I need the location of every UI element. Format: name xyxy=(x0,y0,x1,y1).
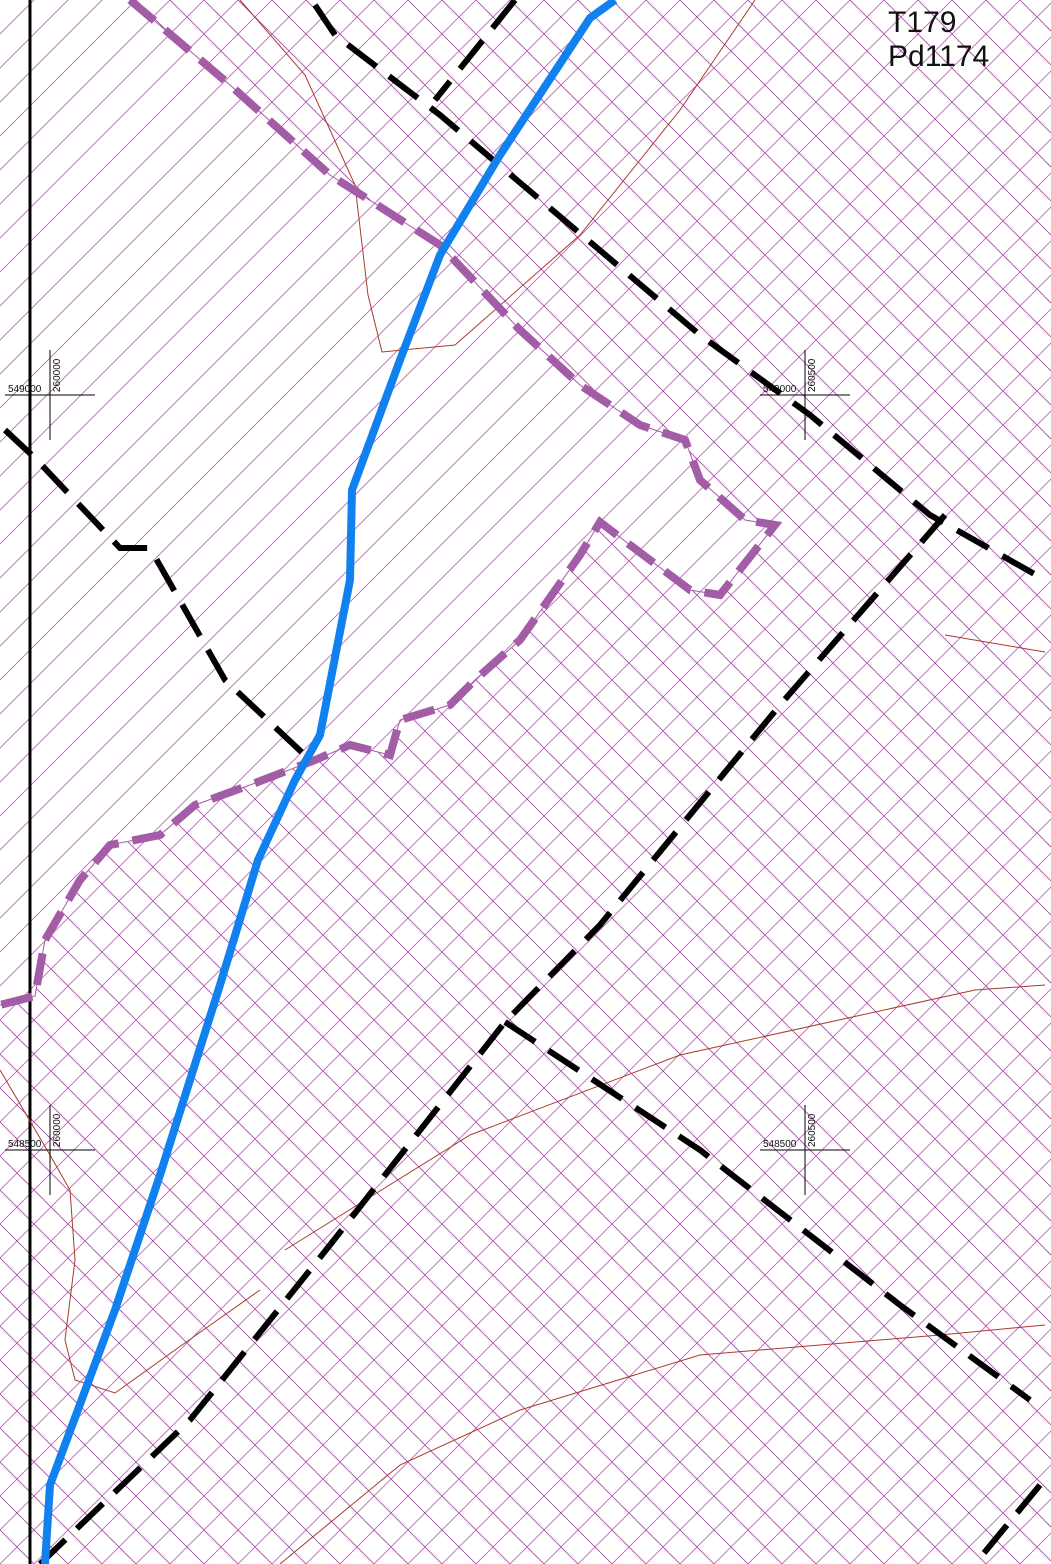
grid-tick-northing: 260500 xyxy=(807,1113,818,1147)
zone-boundary xyxy=(0,0,783,1009)
parcel-boundary-line xyxy=(503,1019,1032,1403)
parcel-boundary-line xyxy=(972,1483,1043,1564)
grid-tick-easting: 549000 xyxy=(8,384,42,395)
contour-line xyxy=(279,1324,1046,1564)
sheet-label-line-1: T179 xyxy=(888,6,957,39)
parcel-boundary-line xyxy=(37,513,948,1564)
grid-tick: 549000 260500 xyxy=(760,350,850,440)
parcel-boundary-line xyxy=(2,427,313,763)
grid-tick-northing: 260000 xyxy=(52,358,63,392)
grid-tick-easting: 548500 xyxy=(8,1139,42,1150)
grid-ticks: 549000 260000 549000 260500 548500 26000… xyxy=(5,350,850,1195)
grid-tick-northing: 260000 xyxy=(52,1113,63,1147)
sheet-label-line-2: Pd1174 xyxy=(888,40,990,73)
grid-tick-easting: 549000 xyxy=(763,384,797,395)
grid-tick-northing: 260500 xyxy=(807,358,818,392)
contour-line xyxy=(944,634,1046,653)
zone-boundary-centerline xyxy=(0,0,776,1006)
contour-line xyxy=(239,0,756,353)
stream-line xyxy=(41,0,618,1564)
contour-line xyxy=(0,1069,261,1394)
grid-tick: 548500 260500 xyxy=(760,1105,850,1195)
parcel-boundary-line xyxy=(312,3,1047,583)
contour-line xyxy=(284,984,1046,1251)
grid-tick-easting: 548500 xyxy=(763,1139,797,1150)
parcel-boundary-line xyxy=(432,0,518,102)
grid-tick: 548500 260000 xyxy=(5,1105,95,1195)
grid-tick: 549000 260000 xyxy=(5,350,95,440)
